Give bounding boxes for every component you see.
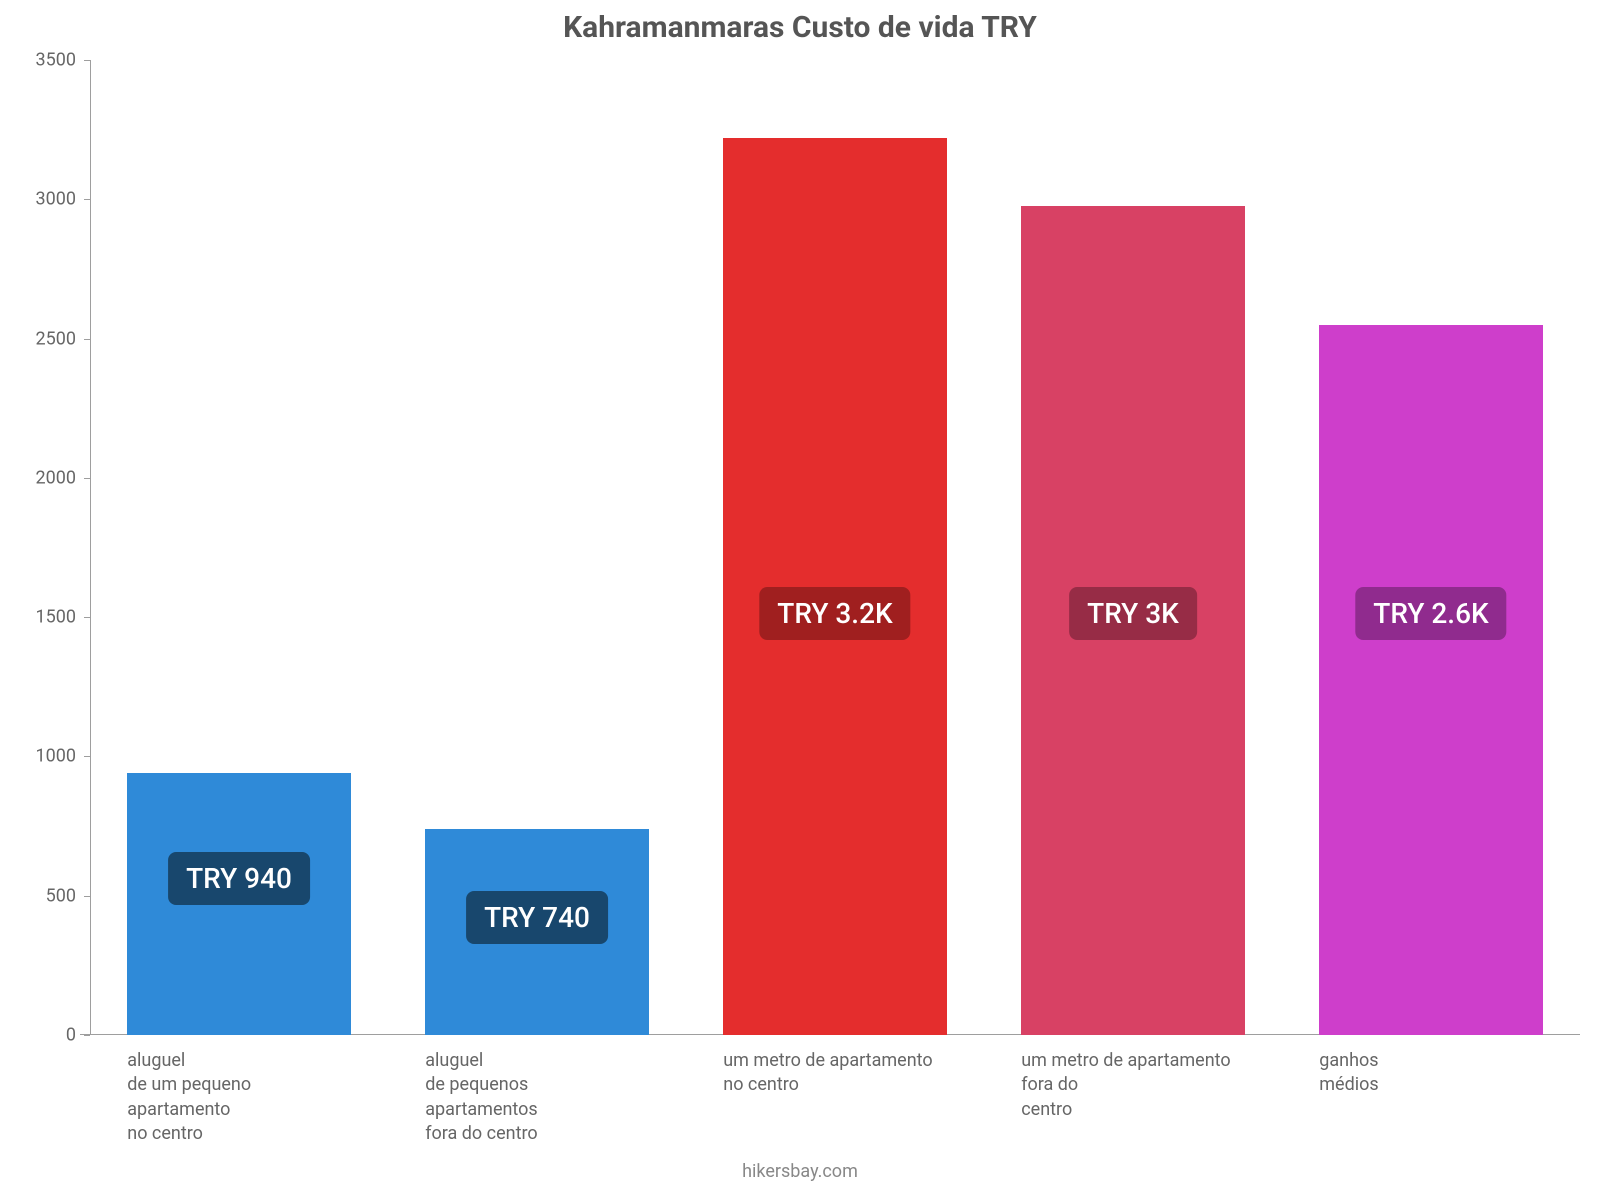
- x-tick-label: um metro de apartamento no centro: [723, 1049, 932, 1098]
- bar-value-badge: TRY 3.2K: [759, 587, 910, 640]
- chart-title: Kahramanmaras Custo de vida TRY: [0, 10, 1600, 45]
- bar-value-badge: TRY 940: [168, 852, 310, 905]
- y-tick-label: 1000: [36, 746, 90, 767]
- bar: TRY 3.2K: [723, 138, 947, 1035]
- y-tick-label: 3000: [36, 189, 90, 210]
- bar: TRY 2.6K: [1319, 325, 1543, 1035]
- bar-value-badge: TRY 2.6K: [1355, 587, 1506, 640]
- chart-footer: hikersbay.com: [0, 1161, 1600, 1182]
- y-tick-label: 2000: [36, 467, 90, 488]
- y-tick-label: 1500: [36, 607, 90, 628]
- y-tick-label: 2500: [36, 328, 90, 349]
- x-tick-label: aluguel de pequenos apartamentos fora do…: [425, 1049, 537, 1146]
- y-tick-label: 500: [46, 885, 90, 906]
- x-tick-label: aluguel de um pequeno apartamento no cen…: [127, 1049, 251, 1146]
- bar: TRY 940: [127, 773, 351, 1035]
- x-tick-label: ganhos médios: [1319, 1049, 1378, 1098]
- y-tick-label: 3500: [36, 50, 90, 71]
- chart-container: Kahramanmaras Custo de vida TRY 05001000…: [0, 0, 1600, 1200]
- x-tick-label: um metro de apartamento fora do centro: [1021, 1049, 1230, 1122]
- y-axis-line: [90, 60, 91, 1035]
- bar-value-badge: TRY 740: [466, 891, 608, 944]
- bar-value-badge: TRY 3K: [1069, 587, 1197, 640]
- bar: TRY 740: [425, 829, 649, 1035]
- y-tick-label: 0: [66, 1025, 90, 1046]
- plot-area: 0500100015002000250030003500TRY 940alugu…: [90, 60, 1580, 1035]
- bar: TRY 3K: [1021, 206, 1245, 1035]
